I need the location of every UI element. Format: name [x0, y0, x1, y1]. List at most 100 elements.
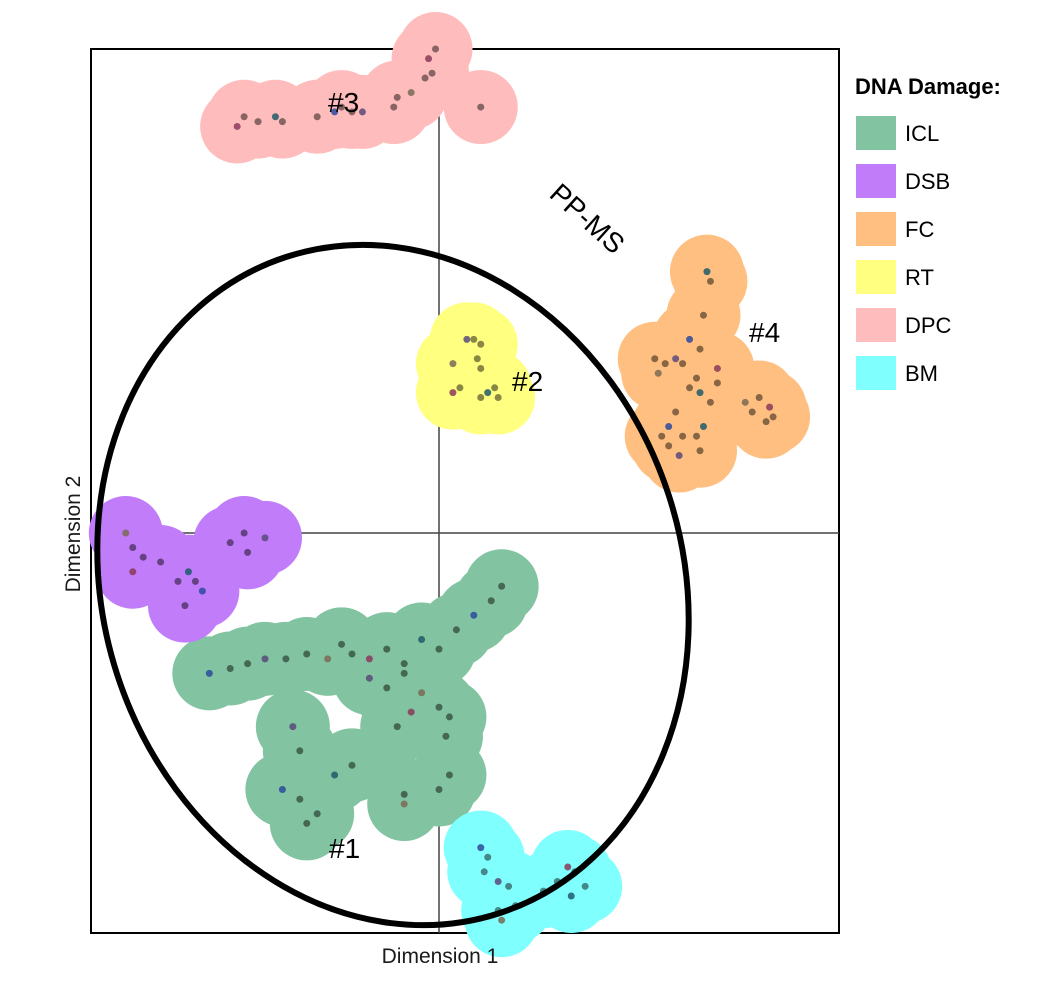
data-point-fc-26 [755, 393, 763, 401]
cluster-blob-fc [617, 234, 811, 493]
annotation-cluster-2: #2 [512, 366, 543, 397]
data-point-rt-10 [491, 384, 499, 392]
data-point-icl-11 [400, 660, 408, 668]
data-point-icl-22 [435, 703, 443, 711]
data-point-icl-27 [331, 771, 339, 779]
data-point-dsb-9 [198, 587, 206, 595]
data-point-dpc-4 [278, 118, 286, 126]
data-point-fc-17 [672, 408, 680, 416]
data-point-rt-9 [484, 389, 492, 397]
annotation-pp-ms: PP-MS [544, 177, 631, 259]
pp-ms-ellipse [94, 241, 692, 929]
data-point-icl-24 [407, 708, 415, 716]
data-point-dpc-17 [477, 103, 485, 111]
legend-swatch-dsb [856, 164, 896, 198]
data-point-rt-11 [494, 393, 502, 401]
data-point-icl-20 [400, 669, 408, 677]
data-point-fc-27 [766, 403, 774, 411]
data-point-dpc-11 [393, 93, 401, 101]
data-point-fc-0 [703, 268, 711, 276]
data-point-rt-5 [477, 364, 485, 372]
data-point-bm-6 [498, 916, 506, 924]
data-point-icl-38 [445, 771, 453, 779]
data-point-fc-4 [696, 345, 704, 353]
data-point-fc-23 [658, 432, 666, 440]
data-point-bm-13 [581, 882, 589, 890]
data-point-icl-1 [226, 665, 234, 673]
data-point-fc-7 [661, 360, 669, 368]
data-point-dpc-1 [240, 113, 248, 121]
legend-label-dsb: DSB [905, 169, 950, 194]
legend: DNA Damage: ICL DSB FC RT DPC BM [855, 74, 1001, 390]
data-point-fc-10 [686, 384, 694, 392]
data-point-dpc-5 [313, 113, 321, 121]
data-point-rt-2 [477, 340, 485, 348]
legend-swatch-fc [856, 212, 896, 246]
data-point-dsb-4 [157, 558, 165, 566]
data-point-fc-20 [696, 447, 704, 455]
data-point-fc-29 [762, 418, 770, 426]
data-point-dsb-5 [174, 577, 182, 585]
data-point-dsb-1 [129, 544, 137, 552]
x-axis-label: Dimension 1 [382, 945, 499, 968]
data-point-icl-12 [418, 635, 426, 643]
data-point-fc-21 [675, 452, 683, 460]
data-point-fc-16 [693, 432, 701, 440]
data-point-dsb-10 [226, 539, 234, 547]
data-point-dpc-16 [432, 45, 440, 53]
data-point-bm-4 [505, 882, 513, 890]
data-point-icl-34 [296, 747, 304, 755]
data-point-icl-26 [442, 732, 450, 740]
data-point-fc-5 [679, 360, 687, 368]
data-point-fc-14 [706, 398, 714, 406]
data-point-fc-9 [654, 369, 662, 377]
legend-label-icl: ICL [905, 121, 939, 146]
legend-label-fc: FC [905, 217, 934, 242]
data-point-icl-10 [383, 645, 391, 653]
data-point-bm-1 [484, 853, 492, 861]
cluster-blob-bm [443, 810, 623, 958]
legend-label-dpc: DPC [905, 313, 952, 338]
data-point-rt-7 [456, 384, 464, 392]
cluster-points [122, 45, 777, 924]
data-point-fc-1 [706, 277, 714, 285]
data-point-bm-2 [480, 868, 488, 876]
data-point-fc-28 [769, 413, 777, 421]
data-point-icl-29 [296, 795, 304, 803]
data-point-fc-13 [713, 379, 721, 387]
data-point-fc-25 [748, 408, 756, 416]
data-point-dpc-9 [358, 108, 366, 116]
data-point-fc-24 [741, 398, 749, 406]
data-point-dsb-3 [129, 568, 137, 576]
data-point-icl-37 [435, 786, 443, 794]
data-point-dpc-15 [425, 55, 433, 63]
data-point-fc-15 [699, 423, 707, 431]
data-point-dsb-0 [122, 529, 130, 537]
data-point-dsb-13 [244, 548, 252, 556]
data-point-dsb-12 [261, 534, 269, 542]
data-point-icl-4 [282, 655, 290, 663]
data-point-fc-30 [696, 389, 704, 397]
legend-swatch-dpc [856, 308, 896, 342]
data-point-icl-28 [348, 761, 356, 769]
data-point-dsb-2 [139, 553, 147, 561]
data-point-rt-3 [449, 360, 457, 368]
data-point-icl-21 [418, 689, 426, 697]
legend-swatch-icl [856, 116, 896, 150]
data-point-icl-35 [400, 790, 408, 798]
data-point-fc-3 [686, 335, 694, 343]
data-point-dsb-8 [181, 602, 189, 610]
data-point-icl-0 [205, 669, 213, 677]
data-point-icl-23 [445, 713, 453, 721]
data-point-rt-0 [463, 335, 471, 343]
data-point-fc-8 [651, 355, 659, 363]
data-point-fc-11 [693, 374, 701, 382]
data-point-dsb-11 [240, 529, 248, 537]
data-point-icl-25 [393, 723, 401, 731]
data-point-rt-6 [449, 389, 457, 397]
data-point-dpc-8 [348, 108, 356, 116]
legend-swatch-rt [856, 260, 896, 294]
y-axis-label: Dimension 2 [62, 476, 85, 593]
data-point-icl-32 [313, 810, 321, 818]
